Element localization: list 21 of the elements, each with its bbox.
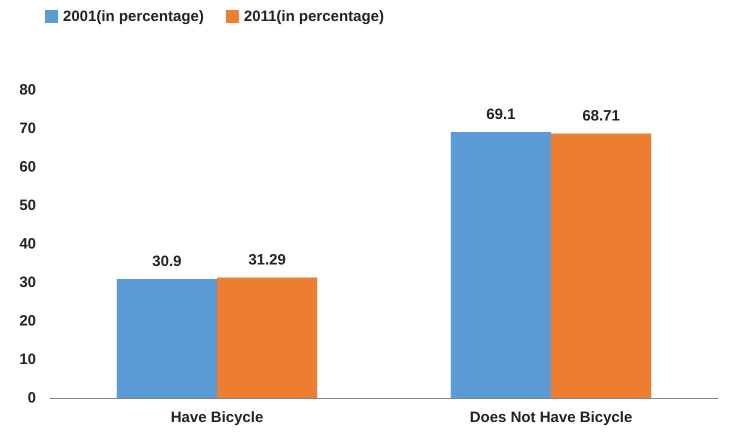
x-tick-label: Does Not Have Bicycle (470, 409, 632, 426)
y-tick-label: 30 (19, 274, 36, 291)
bar (116, 279, 217, 398)
y-tick-label: 40 (19, 236, 36, 252)
y-tick-label: 20 (19, 312, 36, 330)
bar (450, 132, 551, 398)
data-label: 68.71 (582, 107, 620, 124)
y-tick-label: 70 (19, 120, 36, 137)
y-tick-label: 0 (28, 390, 36, 406)
x-tick-label: Have Bicycle (170, 409, 264, 426)
y-tick-label: 10 (19, 351, 36, 368)
data-label: 31.29 (248, 252, 286, 269)
bar (217, 278, 318, 398)
bar (551, 133, 652, 398)
legend-label: 2001(in percentage) (63, 8, 204, 25)
data-label: 69.1 (486, 106, 516, 123)
y-tick-label: 80 (19, 82, 36, 98)
y-tick-label: 50 (19, 197, 36, 214)
y-tick-label: 60 (19, 158, 36, 176)
legend-label: 2011(in percentage) (244, 8, 384, 25)
data-label: 30.9 (152, 253, 182, 270)
